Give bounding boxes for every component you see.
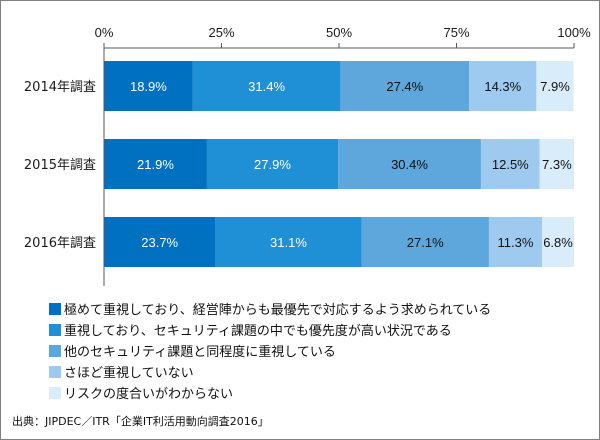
bar-segment — [340, 61, 470, 111]
bar-segment — [215, 217, 362, 267]
legend-item: リスクの度合いがわからない — [49, 382, 589, 403]
bar-segment — [480, 139, 540, 189]
legend-item: さほど重視していない — [49, 361, 589, 382]
category-label: 2016年調査 — [24, 236, 96, 251]
legend-item: 重視しており、セキュリティ課題の中でも優先度が高い状況である — [49, 319, 589, 340]
data-label: 11.3% — [498, 235, 534, 250]
category-label: 2014年調査 — [24, 80, 96, 95]
legend-swatch — [49, 365, 61, 378]
data-label: 6.8% — [543, 235, 573, 250]
legend-label: 極めて重視しており、経営陣からも最優先で対応するよう求められている — [64, 303, 492, 318]
bar-segment — [104, 139, 207, 189]
bar-segment — [542, 217, 574, 267]
legend-label: 重視しており、セキュリティ課題の中でも優先度が高い状況である — [64, 324, 452, 339]
bar-segment — [206, 139, 339, 189]
x-tick-label: 75% — [443, 25, 469, 40]
bar-segment — [469, 61, 537, 111]
data-label: 23.7% — [141, 235, 178, 250]
legend-swatch — [49, 323, 61, 336]
bar-segment — [539, 139, 574, 189]
legend-label: リスクの度合いがわからない — [64, 387, 234, 402]
bar-segment — [104, 61, 193, 111]
data-label: 18.9% — [130, 79, 167, 94]
data-label: 30.4% — [391, 157, 428, 172]
legend-swatch — [49, 344, 61, 357]
bar-segment — [361, 217, 489, 267]
data-label: 14.3% — [484, 79, 521, 94]
bar-segment — [338, 139, 481, 189]
data-label: 7.3% — [542, 157, 572, 172]
x-tick-label: 100% — [557, 25, 591, 40]
category-label: 2015年調査 — [24, 158, 96, 173]
legend-swatch — [49, 386, 61, 399]
legend-item: 極めて重視しており、経営陣からも最優先で対応するよう求められている — [49, 298, 589, 319]
bar-segment — [488, 217, 543, 267]
data-label: 7.9% — [540, 79, 570, 94]
x-tick-label: 25% — [208, 25, 234, 40]
data-label: 27.4% — [386, 79, 423, 94]
data-label: 31.1% — [270, 235, 307, 250]
bar-segment — [536, 61, 574, 111]
data-label: 27.1% — [407, 235, 444, 250]
data-label: 31.4% — [248, 79, 285, 94]
legend: 極めて重視しており、経営陣からも最優先で対応するよう求められている 重視しており、… — [49, 298, 589, 403]
data-label: 21.9% — [137, 157, 174, 172]
stacked-bar-chart: 0% 25% 50% 75% 100% 2014年調査 18.9% 31.4% 27.4% 14.… — [24, 25, 591, 286]
legend-label: 他のセキュリティ課題と同程度に重視している — [64, 345, 336, 360]
bar-segment — [192, 61, 341, 111]
source-note: 出典：JIPDEC／ITR「企業IT利活用動向調査2016」 — [12, 415, 269, 428]
data-label: 12.5% — [492, 157, 529, 172]
bar-segment — [104, 217, 216, 267]
x-tick-label: 50% — [326, 25, 352, 40]
x-tick-label: 0% — [95, 25, 114, 40]
legend-swatch — [49, 302, 61, 315]
legend-item: 他のセキュリティ課題と同程度に重視している — [49, 340, 589, 361]
data-label: 27.9% — [254, 157, 291, 172]
legend-label: さほど重視していない — [64, 366, 194, 381]
